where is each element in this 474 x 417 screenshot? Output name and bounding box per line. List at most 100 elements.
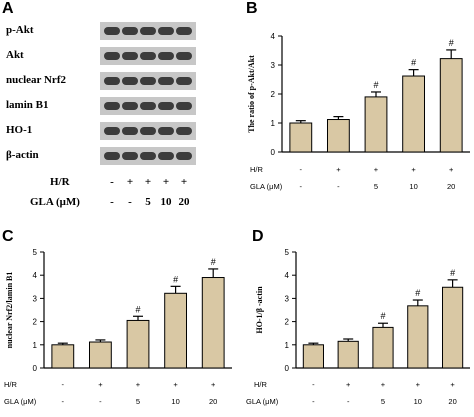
x-row-value: + (336, 165, 341, 174)
blot-band (158, 127, 174, 135)
bar (337, 340, 359, 369)
x-row-value: + (346, 380, 351, 389)
blot-band (104, 102, 120, 110)
significance-mark: # (373, 80, 378, 90)
x-row-value: 20 (209, 397, 217, 406)
blot-band (176, 27, 192, 35)
blot-label: lamin B1 (6, 99, 49, 111)
x-row-value: - (312, 397, 315, 406)
blot-band (140, 77, 156, 85)
x-row-value: + (416, 380, 421, 389)
blot-treatment-value: - (110, 176, 114, 188)
x-row-label: H/R (4, 380, 18, 389)
x-row-value: - (337, 182, 340, 191)
x-row-value: + (211, 380, 216, 389)
blot-treatment-value: 10 (160, 196, 172, 208)
x-row-value: + (374, 165, 379, 174)
blot-band (122, 27, 138, 35)
blot-treatment-label: H/R (50, 176, 70, 188)
blot-band (104, 152, 120, 160)
y-tick-label: 2 (285, 318, 290, 327)
y-tick-label: 4 (285, 271, 290, 280)
bar (302, 344, 324, 369)
blot-label: Akt (6, 49, 24, 61)
blot-band (158, 52, 174, 60)
y-tick-label: 1 (271, 119, 276, 128)
x-row-value: - (300, 165, 303, 174)
panel-label-c: C (2, 228, 14, 245)
blot-treatment-value: + (126, 176, 134, 188)
blot-band (176, 77, 192, 85)
y-tick-label: 1 (33, 341, 38, 350)
significance-mark: # (135, 304, 140, 314)
blot-label: β-actin (6, 149, 39, 161)
blot-band (122, 102, 138, 110)
bar (439, 58, 463, 153)
y-tick-label: 0 (271, 148, 276, 157)
bar (289, 122, 313, 153)
blot-treatment-value: 20 (178, 196, 190, 208)
blot-band (158, 152, 174, 160)
y-axis-label: The ratio of p-Akt/Akt (247, 55, 256, 133)
bar (51, 344, 75, 369)
y-tick-label: 5 (33, 248, 38, 257)
x-row-value: 20 (447, 182, 455, 191)
x-row-label: GLA (μM) (250, 182, 283, 191)
blot-band (158, 102, 174, 110)
blot-band (158, 77, 174, 85)
y-tick-label: 3 (271, 61, 276, 70)
bar (201, 277, 225, 369)
x-row-value: + (136, 380, 141, 389)
blot-band (104, 127, 120, 135)
bar (126, 319, 150, 369)
x-row-value: - (347, 397, 350, 406)
y-tick-label: 3 (33, 294, 38, 303)
blot-treatment-value: - (128, 196, 132, 208)
blot-treatment-value: 5 (145, 196, 151, 208)
blot-label: p-Akt (6, 24, 34, 36)
blot-strip (100, 97, 196, 115)
y-tick-label: 1 (285, 341, 290, 350)
y-tick-label: 4 (33, 271, 38, 280)
blot-band (122, 152, 138, 160)
blot-label: nuclear Nrf2 (6, 74, 66, 86)
x-row-value: + (449, 165, 454, 174)
bar (364, 96, 388, 153)
y-axis-label: nuclear Nrf2/lamin B1 (5, 272, 14, 349)
blot-band (140, 152, 156, 160)
blot-band (122, 52, 138, 60)
significance-mark: # (450, 268, 455, 278)
significance-mark: # (411, 58, 416, 68)
bar (402, 75, 426, 153)
blot-treatment-value: + (162, 176, 170, 188)
blot-treatment-value: + (180, 176, 188, 188)
blot-band (140, 102, 156, 110)
x-row-label: H/R (254, 380, 268, 389)
x-row-value: - (99, 397, 102, 406)
blot-band (176, 127, 192, 135)
x-row-value: - (62, 380, 65, 389)
x-row-value: - (62, 397, 65, 406)
x-row-value: 10 (409, 182, 417, 191)
blot-treatment-value: + (144, 176, 152, 188)
y-tick-label: 2 (271, 90, 276, 99)
x-row-label: GLA (μM) (246, 397, 279, 406)
blot-band (122, 127, 138, 135)
blot-band (158, 27, 174, 35)
x-row-label: H/R (250, 165, 264, 174)
chart-panel-c: 0 1 2 3 4 5 nuclear Nrf2/lamin B1 # # # H/R - + + + + GL… (4, 248, 232, 406)
significance-mark: # (173, 274, 178, 284)
blot-treatment-value: - (110, 196, 114, 208)
blot-band (140, 52, 156, 60)
chart-panel-d: 0 1 2 3 4 5 HO-1/β -actin # # # H/R - + + + + GLA (μM) - -… (246, 248, 470, 406)
y-tick-label: 3 (285, 294, 290, 303)
x-row-value: 20 (448, 397, 456, 406)
blot-strip (100, 22, 196, 40)
significance-mark: # (415, 288, 420, 298)
blot-band (122, 77, 138, 85)
bar (442, 286, 464, 369)
significance-mark: # (449, 38, 454, 48)
y-tick-label: 4 (271, 32, 276, 41)
blot-band (176, 102, 192, 110)
bar (88, 341, 112, 369)
